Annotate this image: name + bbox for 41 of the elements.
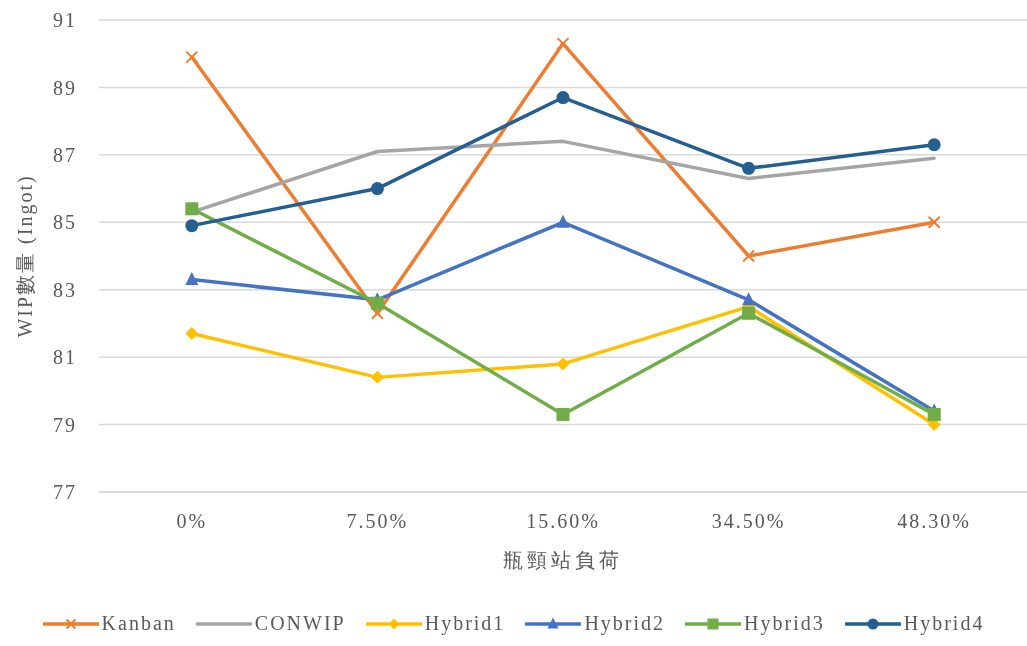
point: [927, 138, 941, 152]
point: [185, 327, 199, 341]
point: [556, 91, 570, 105]
point: [185, 272, 199, 286]
point: [556, 357, 570, 371]
point: [927, 215, 941, 229]
point: [556, 214, 570, 228]
x-tick-label: 0%: [176, 510, 208, 533]
point: [742, 161, 756, 175]
y-tick-label: 79: [53, 413, 77, 436]
point: [370, 296, 384, 310]
y-tick-label: 91: [53, 9, 77, 32]
point: [742, 249, 756, 263]
legend-label: Kanban: [101, 612, 176, 635]
point: [742, 292, 756, 306]
x-tick-label: 7.50%: [346, 510, 409, 533]
point: [556, 407, 570, 421]
y-tick-label: 87: [53, 143, 77, 166]
x-tick-label: 15.60%: [526, 510, 600, 533]
y-tick-label: 89: [53, 76, 77, 99]
point: [185, 202, 199, 216]
legend-label: Hybrid4: [903, 612, 985, 635]
point: [927, 407, 941, 421]
legend-label: Hybrid3: [744, 612, 825, 635]
point: [185, 50, 199, 64]
x-axis-title: 瓶頸站負荷: [503, 549, 623, 571]
point: [370, 370, 384, 384]
y-tick-label: 83: [53, 278, 77, 301]
legend-label: CONWIP: [254, 612, 346, 635]
y-tick-label: 77: [53, 481, 77, 504]
point: [556, 37, 570, 51]
point: [370, 182, 384, 196]
x-tick-label: 48.30%: [897, 510, 972, 533]
legend-label: Hybrid1: [424, 612, 506, 635]
point: [742, 306, 756, 320]
y-axis-title: WIP數量 (Ingot): [14, 174, 37, 338]
legend-label: Hybrid2: [584, 612, 666, 635]
y-tick-label: 81: [53, 346, 77, 369]
y-tick-label: 85: [53, 211, 77, 234]
x-tick-label: 34.50%: [711, 510, 786, 533]
point: [185, 219, 199, 233]
